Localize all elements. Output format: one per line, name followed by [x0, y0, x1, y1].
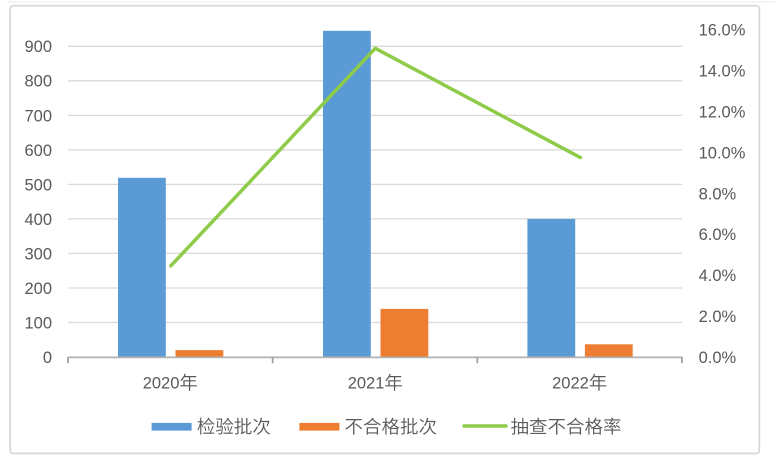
svg-text:300: 300 — [24, 245, 52, 263]
svg-text:2.0%: 2.0% — [699, 308, 737, 326]
svg-text:10.0%: 10.0% — [699, 144, 746, 162]
svg-text:12.0%: 12.0% — [699, 104, 746, 122]
svg-text:700: 700 — [24, 107, 52, 125]
svg-text:14.0%: 14.0% — [699, 63, 746, 81]
svg-text:0: 0 — [43, 349, 52, 367]
svg-text:2022: 2022 — [552, 374, 589, 392]
svg-text:600: 600 — [24, 142, 52, 160]
svg-text:800: 800 — [24, 73, 52, 91]
svg-text:0.0%: 0.0% — [699, 349, 737, 367]
svg-text:100: 100 — [24, 314, 52, 332]
svg-text:2021: 2021 — [348, 374, 385, 392]
svg-text:16.0%: 16.0% — [699, 22, 746, 40]
svg-text:900: 900 — [24, 38, 52, 56]
svg-text:400: 400 — [24, 211, 52, 229]
svg-text:500: 500 — [24, 176, 52, 194]
svg-text:200: 200 — [24, 280, 52, 298]
svg-text:6.0%: 6.0% — [699, 226, 737, 244]
svg-text:2020: 2020 — [143, 374, 180, 392]
svg-text:4.0%: 4.0% — [699, 267, 737, 285]
svg-text:8.0%: 8.0% — [699, 185, 737, 203]
